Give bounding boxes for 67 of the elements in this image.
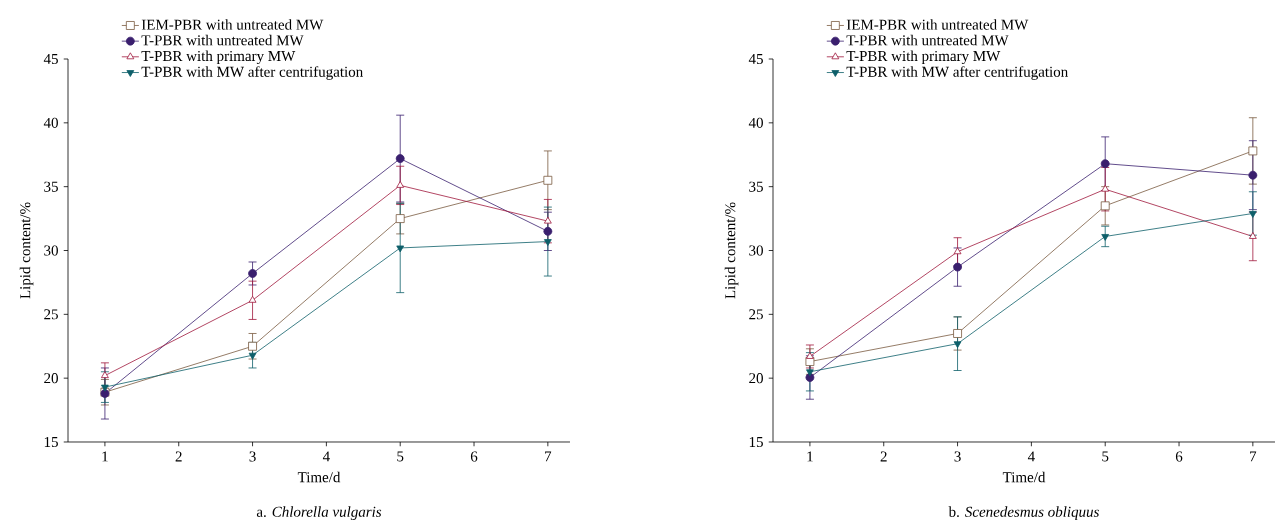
x-tick-label: 2 [175, 451, 182, 462]
point [953, 262, 962, 272]
legend-label: IEM-PBR with untreated MW [846, 19, 1029, 30]
point [1100, 201, 1110, 211]
point [1248, 146, 1258, 156]
y-tick-label: 35 [749, 181, 763, 192]
y-axis-title: Lipid content/% [724, 202, 739, 299]
x-tick-label: 5 [1102, 451, 1109, 462]
point [1248, 211, 1257, 218]
x-tick-label: 5 [397, 451, 404, 462]
y-tick-label: 30 [749, 245, 763, 256]
y-tick-label: 40 [43, 117, 58, 128]
legend-label: T-PBR with untreated MW [846, 34, 1009, 46]
legend-label: IEM-PBR with untreated MW [141, 19, 324, 30]
x-tick-label: 6 [470, 451, 478, 462]
point [248, 341, 257, 351]
y-tick-label: 20 [749, 373, 763, 384]
x-axis-title: Time/d [1002, 471, 1046, 483]
point [543, 226, 553, 236]
point [1101, 184, 1110, 192]
legend-label: T-PBR with primary MW [846, 50, 1001, 65]
point [543, 175, 553, 185]
point [248, 352, 257, 360]
point [1101, 234, 1110, 241]
y-tick-label: 15 [44, 436, 58, 448]
y-tick-label: 20 [44, 373, 58, 384]
x-tick-label: 7 [545, 451, 552, 462]
y-tick-label: 40 [748, 117, 763, 128]
legend-label: T-PBR with primary MW [141, 50, 296, 65]
legend-label: T-PBR with MW after centrifugation [846, 66, 1068, 80]
x-tick-label: 3 [249, 451, 256, 462]
y-axis-title: Lipid content/% [19, 202, 34, 299]
x-tick-label: 3 [954, 451, 961, 462]
x-tick-label: 2 [880, 451, 887, 462]
x-tick-label: 4 [322, 451, 330, 462]
y-tick-label: 35 [44, 181, 58, 192]
legend-label: T-PBR with untreated MW [141, 34, 304, 46]
point [543, 216, 552, 224]
x-tick-label: 4 [1027, 451, 1035, 462]
point [953, 329, 962, 338]
point [953, 247, 962, 255]
y-tick-label: 15 [749, 436, 763, 448]
text: b. Scenedesmus obliquus [948, 506, 1099, 520]
point [101, 371, 109, 379]
point [1100, 159, 1110, 169]
point [806, 369, 814, 377]
x-tick-label: 6 [1175, 451, 1183, 462]
point [396, 180, 405, 188]
y-tick-label: 25 [749, 309, 763, 320]
x-tick-label: 7 [1250, 451, 1257, 462]
point [953, 341, 962, 349]
point [395, 154, 405, 163]
point [395, 214, 405, 223]
y-tick-label: 30 [44, 245, 58, 256]
x-axis-title: Time/d [297, 471, 341, 483]
point [1248, 170, 1258, 180]
y-tick-label: 45 [43, 54, 58, 65]
text: a. Chlorella vulgaris [256, 506, 382, 520]
y-tick-label: 25 [44, 309, 58, 320]
point [248, 295, 257, 303]
x-tick-label: 1 [807, 451, 813, 462]
point [248, 269, 257, 278]
point [101, 384, 109, 392]
legend-label: T-PBR with MW after centrifugation [141, 66, 363, 80]
y-tick-label: 45 [748, 54, 763, 65]
point [396, 245, 405, 253]
x-tick-label: 1 [102, 451, 108, 462]
